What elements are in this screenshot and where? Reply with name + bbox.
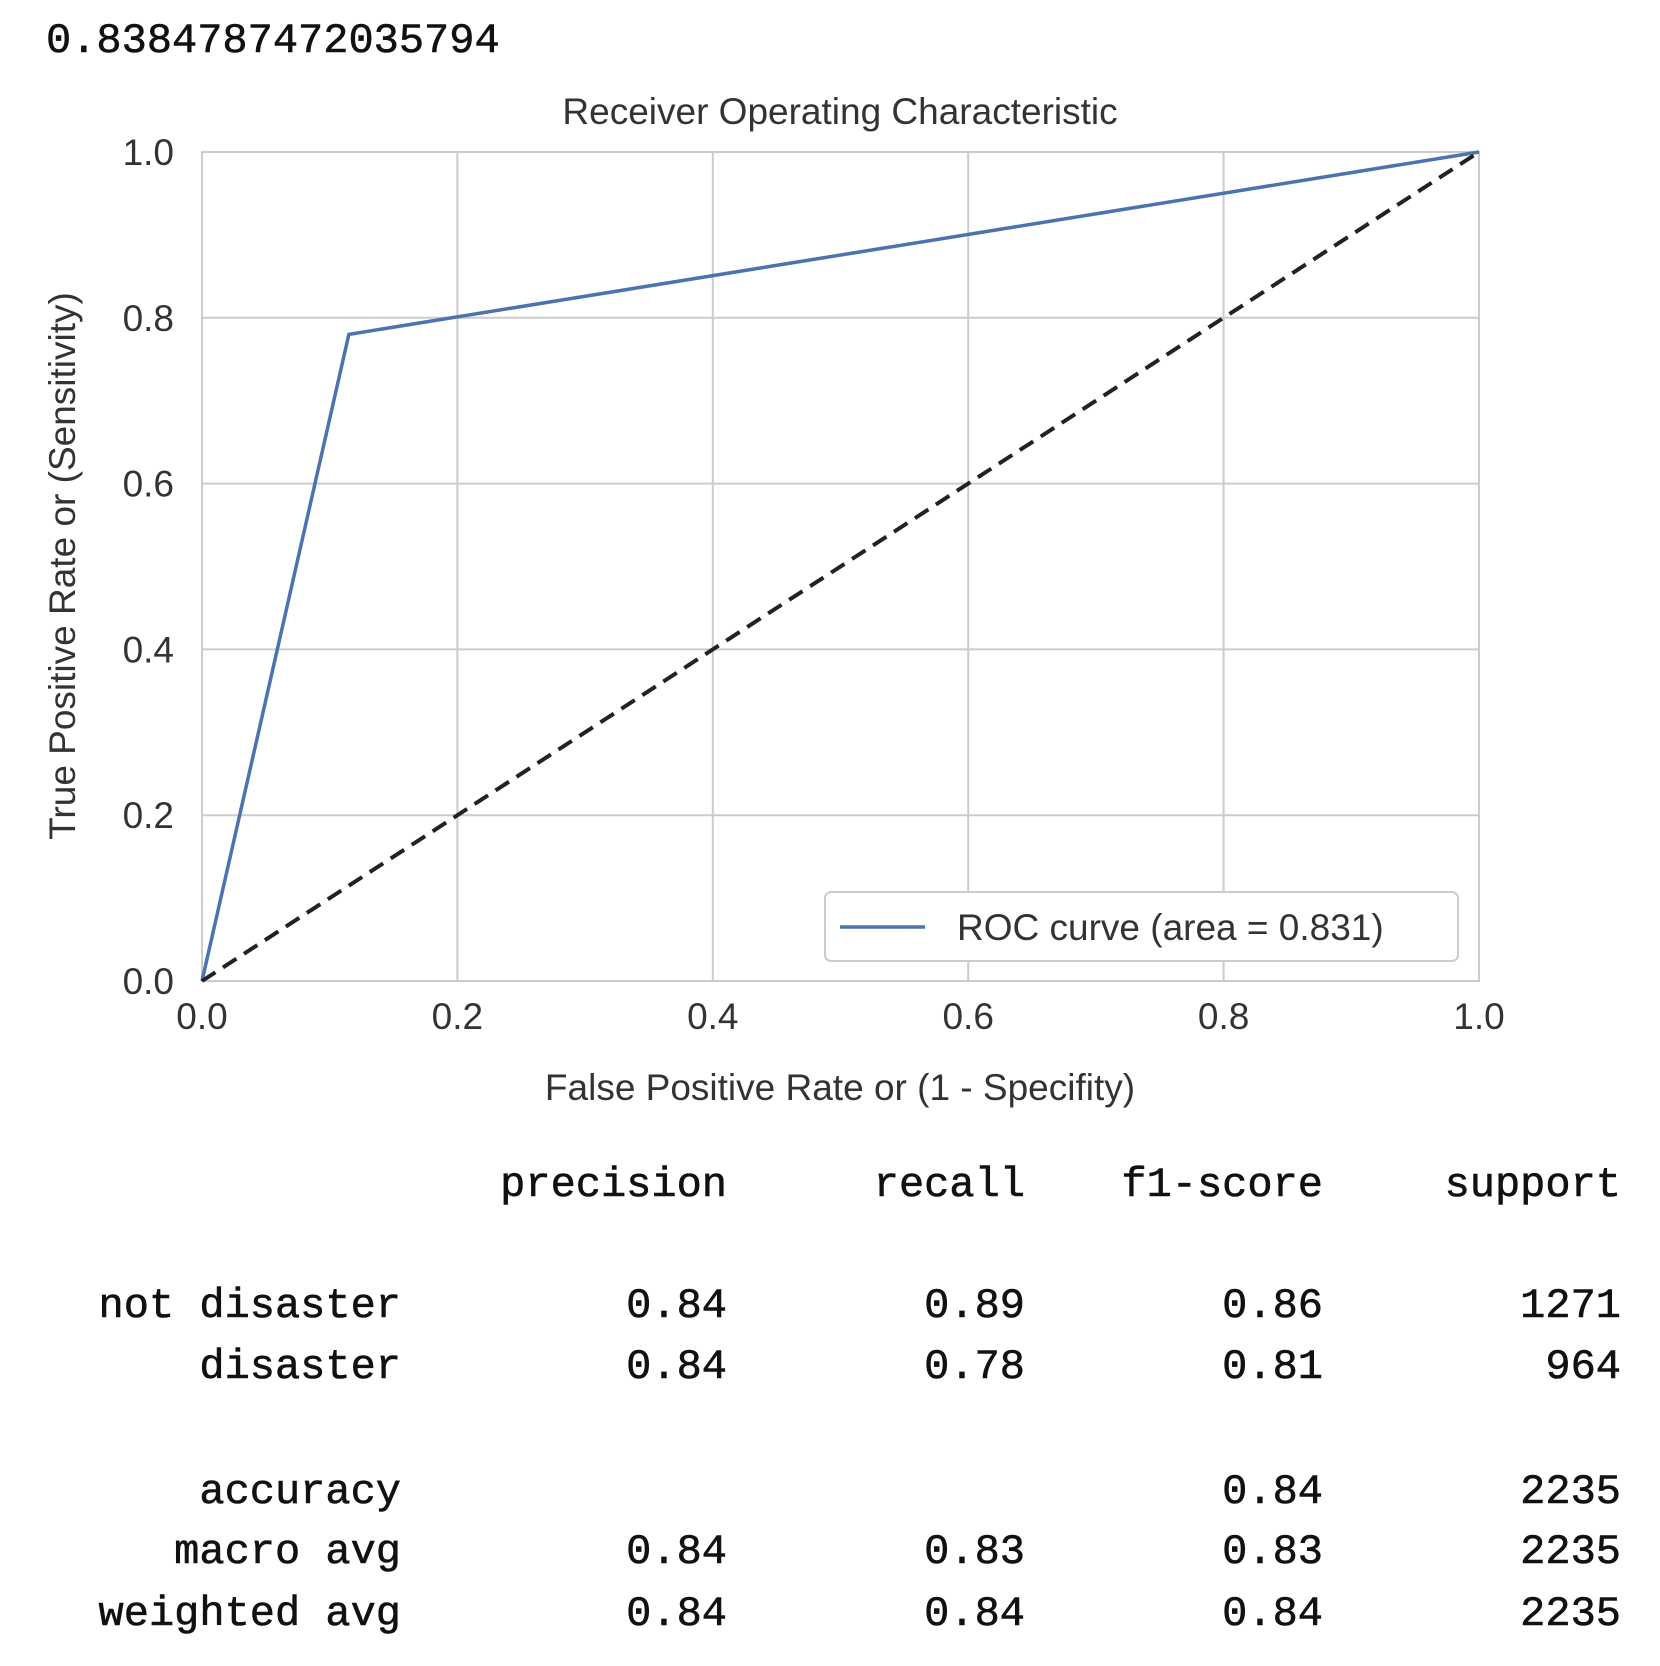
x-tick-label: 0.8 bbox=[1198, 996, 1249, 1037]
y-tick-label: 0.0 bbox=[123, 961, 174, 1002]
roc-line bbox=[200, 150, 1480, 982]
chart-title: Receiver Operating Characteristic bbox=[562, 91, 1117, 132]
y-axis-label: True Positive Rate or (Sensitivity) bbox=[42, 292, 83, 840]
report-cell: 2235 bbox=[1520, 1590, 1621, 1638]
report-cell: 0.84 bbox=[1222, 1590, 1323, 1638]
report-cell: 2235 bbox=[1520, 1528, 1621, 1576]
x-tick-label: 0.2 bbox=[432, 996, 483, 1037]
report-cell: 0.84 bbox=[924, 1590, 1025, 1638]
report-cell: 0.83 bbox=[924, 1528, 1025, 1576]
report-cell: 0.89 bbox=[924, 1282, 1025, 1330]
x-tick-label: 0.0 bbox=[176, 996, 227, 1037]
x-axis-label: False Positive Rate or (1 - Specifity) bbox=[545, 1067, 1135, 1108]
x-tick-label: 0.6 bbox=[942, 996, 993, 1037]
report-cell: 0.84 bbox=[626, 1282, 727, 1330]
report-cell: 0.78 bbox=[924, 1343, 1025, 1391]
report-row-label: macro avg bbox=[174, 1528, 401, 1576]
report-cell: 0.84 bbox=[626, 1343, 727, 1391]
report-cell: 0.83 bbox=[1222, 1528, 1323, 1576]
report-cell: 0.84 bbox=[1222, 1468, 1323, 1516]
y-tick-label: 0.6 bbox=[123, 464, 174, 505]
report-row-label: accuracy bbox=[199, 1468, 401, 1516]
x-tick-label: 1.0 bbox=[1453, 996, 1504, 1037]
report-cell: 1271 bbox=[1520, 1282, 1621, 1330]
roc-line bbox=[200, 150, 1481, 983]
report-cell: 0.84 bbox=[626, 1590, 727, 1638]
y-tick-label: 0.4 bbox=[123, 629, 174, 670]
legend-label: ROC curve (area = 0.831) bbox=[957, 907, 1384, 948]
legend-box bbox=[824, 891, 1459, 962]
report-header: support bbox=[1445, 1161, 1621, 1209]
x-tick-label: 0.4 bbox=[687, 996, 738, 1037]
y-tick-label: 0.2 bbox=[123, 795, 174, 836]
report-header: f1-score bbox=[1121, 1161, 1323, 1209]
y-tick-label: 1.0 bbox=[123, 132, 174, 173]
report-row-label: disaster bbox=[199, 1343, 401, 1391]
report-cell: 0.84 bbox=[626, 1528, 727, 1576]
report-header: precision bbox=[500, 1161, 727, 1209]
report-row-label: weighted avg bbox=[99, 1590, 401, 1638]
report-cell: 0.81 bbox=[1222, 1343, 1323, 1391]
report-row-label: not disaster bbox=[99, 1282, 401, 1330]
printed-value: 0.8384787472035794 bbox=[46, 17, 500, 65]
report-header: recall bbox=[874, 1161, 1025, 1209]
report-cell: 2235 bbox=[1520, 1468, 1621, 1516]
y-tick-label: 0.8 bbox=[123, 298, 174, 339]
report-cell: 964 bbox=[1545, 1343, 1621, 1391]
report-cell: 0.86 bbox=[1222, 1282, 1323, 1330]
